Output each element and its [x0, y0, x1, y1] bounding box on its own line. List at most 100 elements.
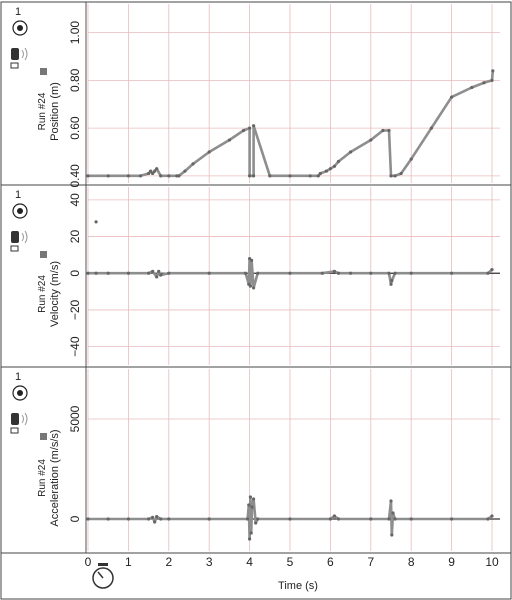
position-data-point	[429, 126, 433, 130]
acceleration-data-point	[288, 517, 292, 521]
acceleration-data-point	[387, 517, 391, 521]
x-tick-label: 4	[246, 555, 253, 569]
x-tick-label: 1	[125, 555, 132, 569]
position-data-point	[393, 174, 397, 178]
position-data-point	[336, 159, 341, 164]
velocity-data-point	[450, 271, 454, 275]
x-tick-labels: 0 1 2 3 4 5 6 7 8 9 10	[85, 555, 499, 569]
acceleration-data-point	[332, 514, 337, 518]
position-data-point	[147, 171, 151, 176]
y-tick-label: 1.00	[68, 21, 82, 45]
position-data-point	[349, 150, 353, 154]
probe-head-icon[interactable]	[10, 230, 28, 252]
position-data-point	[191, 162, 195, 166]
position-data-point	[482, 81, 486, 85]
series-swatch	[40, 433, 47, 440]
velocity-data-point	[126, 271, 130, 275]
position-data-point	[308, 174, 312, 178]
position-data-point	[387, 128, 391, 133]
position-data-point	[491, 69, 495, 73]
velocity-data-point	[349, 271, 353, 275]
x-axis-title: Time (s)	[278, 580, 318, 592]
velocity-data-point	[207, 271, 211, 275]
run-label: Run #24	[37, 275, 48, 313]
x-tick-label: 9	[448, 555, 455, 569]
velocity-data-point	[106, 271, 110, 275]
x-tick-label: 10	[485, 555, 499, 569]
position-data-point	[324, 169, 328, 173]
position-data-point	[369, 138, 373, 142]
y-axis-title: Velocity (m/s)	[49, 261, 61, 327]
position-data-point	[151, 171, 155, 176]
y-axis-title: Acceleration (m/s/s)	[49, 429, 61, 526]
acceleration-data-point	[159, 517, 163, 521]
velocity-data-point	[393, 271, 397, 275]
velocity-data-point	[288, 271, 292, 275]
velocity-data-point	[256, 271, 260, 275]
y-axis-title: Position (m)	[49, 82, 61, 141]
stopwatch-icon[interactable]	[92, 563, 114, 589]
position-data-point	[252, 124, 256, 128]
velocity-panel: −40 −20 0 20 40 Run #24 Velocity (m/s) 1	[10, 187, 500, 365]
x-tick-label: 6	[327, 555, 334, 569]
run-label: Run #24	[37, 92, 48, 130]
acceleration-data-point	[106, 517, 110, 521]
motion-sensor-icon[interactable]	[12, 203, 28, 219]
acceleration-data-point	[155, 515, 159, 519]
position-data-point	[248, 174, 252, 178]
acceleration-data-point	[486, 517, 490, 521]
acceleration-data-point	[248, 537, 252, 541]
position-data-point	[207, 150, 211, 154]
velocity-outlier-point	[94, 220, 98, 224]
velocity-data-point	[369, 271, 373, 275]
probe-head-icon[interactable]	[10, 412, 28, 434]
acceleration-data-point	[247, 503, 251, 507]
position-data-point	[381, 128, 385, 133]
velocity-data-point	[159, 273, 163, 277]
y-tick-label: 0.80	[68, 68, 82, 92]
velocity-data-point	[389, 282, 393, 286]
velocity-data-point	[86, 271, 90, 275]
position-data-point	[138, 174, 143, 178]
velocity-data-point	[490, 267, 494, 272]
acceleration-data-point	[249, 531, 253, 535]
acceleration-data-point	[328, 517, 332, 521]
velocity-data-point	[157, 269, 161, 274]
y-tick-label: 0.40	[68, 164, 82, 188]
velocity-data-point	[250, 258, 254, 263]
velocity-data-point	[387, 271, 391, 275]
y-tick-label: 0	[68, 515, 82, 522]
y-tick-label: 0.60	[68, 116, 82, 140]
position-data-point	[328, 167, 332, 171]
velocity-data-point	[167, 271, 171, 275]
velocity-data-point	[155, 275, 159, 279]
acceleration-data-point	[256, 517, 260, 521]
position-data-point	[167, 174, 171, 178]
x-tick-label: 0	[85, 555, 92, 569]
acceleration-data-point	[153, 520, 157, 524]
acceleration-data-point	[245, 517, 250, 521]
time-axis-bar	[0, 552, 512, 600]
position-data-point	[409, 157, 413, 161]
position-data-point	[86, 174, 90, 178]
position-data-point	[252, 174, 256, 178]
velocity-data-point	[486, 271, 490, 275]
position-data-point	[227, 138, 231, 142]
acceleration-data-point	[389, 499, 393, 503]
acceleration-data-point	[391, 511, 395, 515]
acceleration-data-point	[207, 517, 211, 521]
acceleration-data-point	[151, 515, 155, 520]
velocity-data-point	[336, 271, 341, 275]
motion-sensor-icon[interactable]	[12, 385, 28, 401]
acceleration-data-point	[248, 495, 253, 499]
acceleration-data-point	[250, 505, 254, 509]
position-data-point	[450, 95, 454, 99]
motion-sensor-icon[interactable]	[12, 20, 28, 36]
velocity-data-point	[252, 286, 256, 290]
y-tick-label: −40	[68, 336, 82, 357]
probe-head-icon[interactable]	[10, 47, 28, 69]
velocity-data-point	[147, 271, 151, 275]
velocity-data-point	[332, 269, 337, 274]
x-tick-label: 3	[206, 555, 213, 569]
